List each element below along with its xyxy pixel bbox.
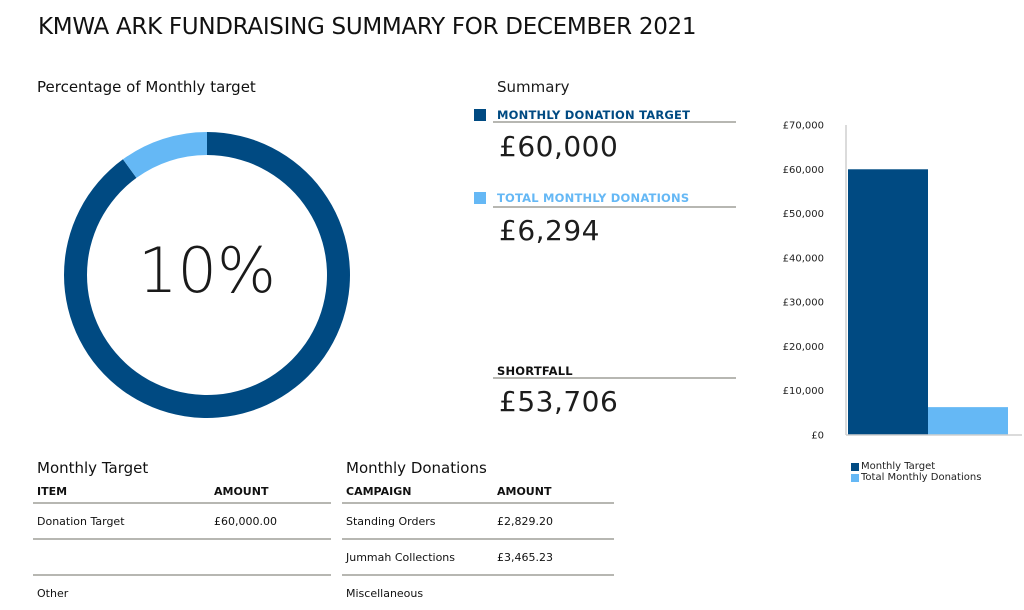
- donut-chart: 10%: [63, 132, 350, 418]
- donut-achieved-segment: [122, 132, 207, 178]
- donations-table-row-2-amount: £3,465.23: [497, 551, 553, 564]
- shortfall-divider: [493, 377, 736, 379]
- target-table-title: Monthly Target: [37, 459, 149, 477]
- y-tick-label: £50,000: [783, 209, 824, 220]
- y-tick-label: £10,000: [783, 386, 824, 397]
- donations-value: £6,294: [499, 214, 600, 247]
- donations-table-title: Monthly Donations: [346, 459, 487, 477]
- target-table-row-1-amount: £60,000.00: [214, 515, 277, 528]
- legend-item-target: Monthly Target: [851, 461, 981, 472]
- bar-chart: £0 £10,000 £20,000 £30,000 £40,000 £50,000 £60…: [783, 121, 1022, 442]
- y-tick-label: £70,000: [783, 121, 824, 132]
- target-table-row-3-item: Other: [37, 587, 69, 600]
- shortfall-value: £53,706: [499, 385, 619, 418]
- donut-center-label: 10%: [138, 234, 276, 307]
- y-tick-label: £20,000: [783, 342, 824, 353]
- y-tick-label: £0: [811, 431, 824, 442]
- donations-divider: [493, 206, 736, 208]
- target-table-rule: [33, 502, 331, 504]
- target-table-header-item: ITEM: [37, 485, 68, 498]
- summary-title: Summary: [497, 78, 570, 96]
- donations-table-rule: [342, 574, 614, 576]
- donations-table-rule: [342, 538, 614, 540]
- target-swatch: [474, 109, 486, 121]
- target-table-rule: [33, 574, 331, 576]
- target-table-rule: [33, 538, 331, 540]
- page-title: KMWA ARK FUNDRAISING SUMMARY FOR DECEMBE…: [38, 14, 697, 40]
- target-table-header-amount: AMOUNT: [214, 485, 269, 498]
- y-tick-label: £60,000: [783, 165, 824, 176]
- chart-legend: Monthly Target Total Monthly Donations: [851, 461, 981, 483]
- y-tick-label: £30,000: [783, 298, 824, 309]
- legend-item-donations: Total Monthly Donations: [851, 472, 981, 483]
- donations-table-header-amount: AMOUNT: [497, 485, 552, 498]
- legend-label-donations: Total Monthly Donations: [861, 472, 982, 483]
- donations-table-header-campaign: CAMPAIGN: [346, 485, 412, 498]
- legend-swatch-target: [851, 462, 859, 471]
- donut-title: Percentage of Monthly target: [37, 78, 256, 96]
- donations-label: TOTAL MONTHLY DONATIONS: [497, 191, 690, 205]
- target-divider: [493, 121, 736, 123]
- bar-total-monthly-donations: [928, 407, 1008, 435]
- shortfall-label: SHORTFALL: [497, 364, 573, 378]
- y-tick-label: £40,000: [783, 253, 824, 264]
- legend-swatch-donations: [851, 473, 859, 482]
- target-value: £60,000: [499, 130, 619, 163]
- donations-swatch: [474, 192, 486, 204]
- donations-table-row-2-campaign: Jummah Collections: [346, 551, 455, 564]
- bar-monthly-target: [848, 169, 928, 435]
- target-label: MONTHLY DONATION TARGET: [497, 108, 691, 122]
- donations-table-row-3-campaign: Miscellaneous: [346, 587, 424, 600]
- donations-table-rule: [342, 502, 614, 504]
- target-table-row-1-item: Donation Target: [37, 515, 125, 528]
- legend-label-target: Monthly Target: [861, 461, 936, 472]
- donations-table-row-1-campaign: Standing Orders: [346, 515, 436, 528]
- donations-table-row-1-amount: £2,829.20: [497, 515, 553, 528]
